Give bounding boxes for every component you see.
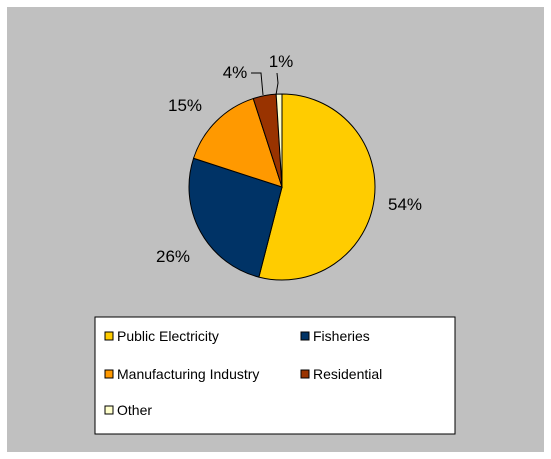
data-label-fisheries: 26% xyxy=(156,247,190,266)
legend-item-manufacturing-industry: Manufacturing Industry xyxy=(105,366,259,382)
legend-swatch-manufacturing-industry xyxy=(105,370,113,378)
data-label-manufacturing-industry: 15% xyxy=(168,96,202,115)
legend-label-manufacturing-industry: Manufacturing Industry xyxy=(117,366,259,382)
chart-frame: 54% 26% 15% 4% 1% Public Electricity Fisherie… xyxy=(7,7,544,452)
data-label-residential: 4% xyxy=(223,63,248,82)
legend-swatch-other xyxy=(105,406,113,414)
legend-label-other: Other xyxy=(117,402,152,418)
legend-swatch-public-electricity xyxy=(105,332,113,340)
legend-swatch-residential xyxy=(301,370,309,378)
legend-label-public-electricity: Public Electricity xyxy=(117,328,219,344)
legend-swatch-fisheries xyxy=(301,332,309,340)
pie-chart: 54% 26% 15% 4% 1% Public Electricity Fisherie… xyxy=(7,7,544,452)
pie-slices xyxy=(189,94,375,280)
data-label-other: 1% xyxy=(269,52,294,71)
legend-item-public-electricity: Public Electricity xyxy=(105,328,219,344)
data-label-public-electricity: 54% xyxy=(388,195,422,214)
legend-label-fisheries: Fisheries xyxy=(313,328,370,344)
legend-label-residential: Residential xyxy=(313,366,382,382)
legend-item-residential: Residential xyxy=(301,366,382,382)
